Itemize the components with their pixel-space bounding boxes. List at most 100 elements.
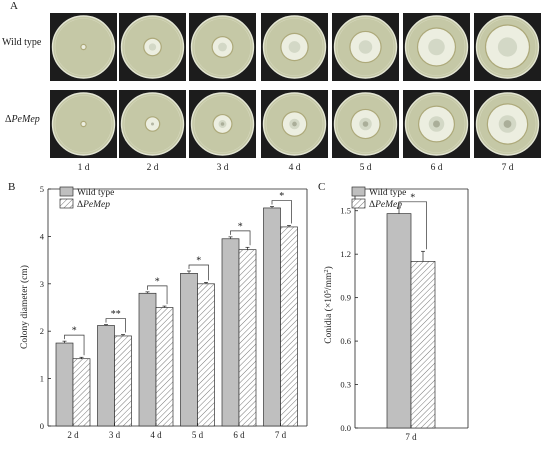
y-tick-label: 3 [40,279,44,289]
petri-plate-mutant-4 [261,90,328,158]
petri-plate-wild-6 [403,13,470,81]
plate-day-label: 2 d [146,163,159,173]
colony-center [497,37,518,57]
petri-plate-wild-4 [261,13,328,81]
y-tick-label: 0.0 [340,423,351,433]
x-tick-label: 5 d [192,430,204,440]
dish-rim [193,95,252,153]
petri-plate-wild-2 [119,13,186,81]
petri-plate-wild-1 [50,13,117,81]
y-tick-label: 1.2 [340,249,351,259]
dish-rim [478,18,537,76]
petri-plate-mutant-7 [474,90,541,158]
legend-swatch [351,186,366,197]
legend-gene: PeMep [82,200,110,210]
petri-plate-wild-3 [189,13,256,81]
colony-spot [362,121,369,127]
colony-center [288,41,301,53]
chart-colony-diameter: 0 1 2 3 4 5 * 2 d ** 3 d * 4 d * 5 d * 6 d * 7 d Wild type… [19,184,308,440]
legend-swatch [59,186,74,197]
bar [155,307,174,427]
y-label-part: /mm [324,272,334,290]
significance-label: * [279,191,284,202]
y-tick-label: 0 [40,421,44,431]
petri-plate-mutant-1 [50,90,117,158]
x-tick-label: 6 d [233,430,245,440]
y-axis-label: Colony diameter (cm) [19,265,30,349]
y-tick-label: 0.9 [340,293,351,303]
bar [263,207,281,427]
panel-c-letter: C [318,181,326,193]
colony [81,45,86,49]
dish-rim [265,95,324,153]
petri-plate-wild-7 [474,13,541,81]
chart-conidia: 0.0 0.3 0.6 0.9 1.2 1.5 * 7 d Wild type ΔPeMep Con… [323,186,469,442]
bar [238,249,257,427]
petri-plate-mutant-3 [189,90,256,158]
row-label-mutant: ΔPeMep [5,114,40,125]
bar [114,335,132,427]
legend-label: ΔPeMep [77,200,110,210]
colony-center [148,43,157,51]
legend-label: Wild type [369,188,406,198]
panel-b-letter: B [8,181,16,193]
bar [386,213,412,429]
plate-day-label: 4 d [288,163,301,173]
bar [280,226,298,427]
bar [197,283,215,427]
bar [410,261,436,429]
legend-swatch [59,198,74,209]
x-tick-label: 7 d [275,430,287,440]
legend-delta: Δ [77,200,83,210]
plate-day-label: 1 d [77,163,90,173]
bar [55,342,74,427]
colony-spot [503,120,512,128]
significance-bracket [188,264,209,281]
legend-label: ΔPeMep [369,200,402,210]
colony-spot [292,121,297,127]
row-label-wild-type: Wild type [2,37,42,48]
colony-center [428,38,445,56]
plate-day-label: 7 d [501,163,514,173]
y-tick-label: 1.5 [340,206,351,216]
y-tick-label: 2 [40,326,44,336]
significance-label: * [238,221,243,232]
y-tick-label: 4 [40,231,45,241]
bar [138,292,157,427]
petri-plate-mutant-6 [403,90,470,158]
significance-label: * [196,256,201,267]
y-tick-label: 0.6 [340,336,351,346]
bar [221,238,240,427]
y-axis-label: Conidia (×105/mm2) [323,266,335,344]
significance-label: ** [111,309,121,320]
plate-day-label: 5 d [359,163,372,173]
significance-bracket [64,334,85,356]
y-label-part: ) [323,266,334,269]
dish-rim [407,18,466,76]
colony-spot [433,120,440,128]
dish-rim [265,18,324,76]
colony-center [218,42,227,52]
dish-rim [54,18,113,76]
x-tick-label: 4 d [150,430,162,440]
x-tick-label: 2 d [67,430,79,440]
y-label-sup: 2 [323,269,330,272]
colony-spot [220,122,225,126]
x-tick-label: 3 d [109,430,121,440]
legend-delta: Δ [369,200,375,210]
significance-label: * [72,326,77,337]
significance-bracket [398,201,427,250]
significance-bracket [105,318,126,333]
petri-plate-mutant-5 [332,90,399,158]
bar [180,273,198,427]
significance-label: * [155,276,160,287]
legend-swatch [351,198,366,209]
bar [97,325,115,427]
dish-rim [193,18,252,76]
significance-label: * [410,192,415,203]
dish-rim [54,95,113,153]
panel-a-letter: A [10,0,18,12]
dish-rim [336,18,395,76]
dish-rim [123,95,182,153]
x-tick-label: 7 d [405,432,417,442]
